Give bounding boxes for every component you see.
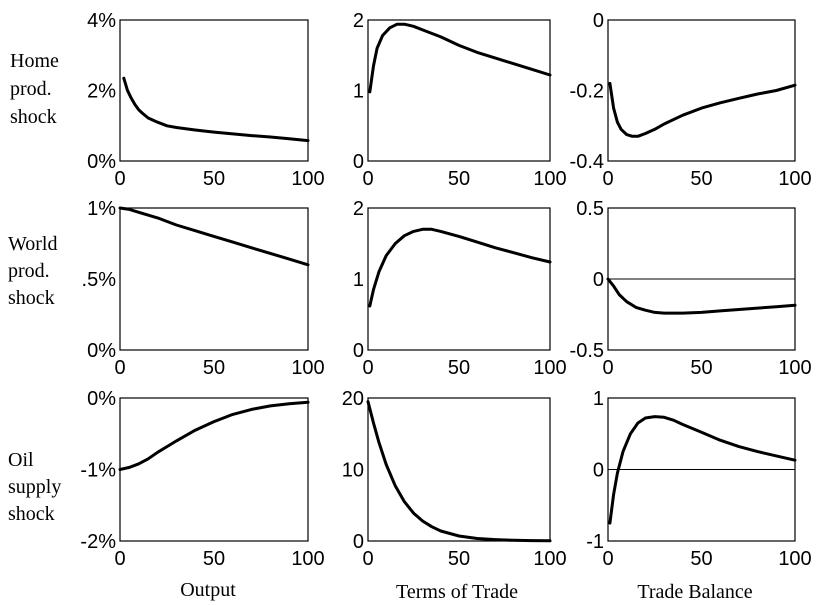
panel-home-terms-of-trade: 0 50 100 0 1 2	[353, 10, 567, 190]
panel-oil-trade-balance-ytick-label: 0	[593, 460, 604, 482]
panel-home-output: 0 50 100 0% 2% 4%	[87, 10, 325, 190]
panel-world-terms-of-trade: 0 50 100 0 1 2	[353, 198, 567, 379]
column-label-output: Output	[180, 579, 236, 601]
panel-world-terms-of-trade-xtick-label: 50	[448, 357, 470, 379]
panel-home-trade-balance-series-line	[608, 81, 797, 138]
panel-oil-terms-of-trade: 0 50 100 0 10 20	[342, 388, 567, 570]
row-label-oil-line3: shock	[8, 503, 55, 525]
panel-home-output-xtick-label: 50	[203, 168, 225, 190]
row-label-world-line1: World	[8, 233, 58, 255]
panel-world-trade-balance-ytick-label: 0	[593, 269, 604, 291]
panel-world-trade-balance-xtick-label: 0	[602, 357, 613, 379]
panel-oil-terms-of-trade-xtick-label: 50	[448, 548, 470, 570]
panel-world-terms-of-trade-frame	[367, 207, 551, 351]
panel-home-trade-balance-ytick-label: -0.2	[570, 81, 604, 103]
row-label-home-line3: shock	[10, 106, 57, 128]
panel-oil-terms-of-trade-ytick-label: 0	[353, 531, 364, 553]
panel-home-terms-of-trade-ytick-label: 0	[353, 151, 364, 173]
panel-world-trade-balance-series-line	[606, 277, 797, 315]
panel-world-output-ytick-label: .5%	[82, 269, 117, 291]
panel-home-terms-of-trade-xtick-label: 50	[448, 168, 470, 190]
panel-oil-trade-balance-xtick-label: 100	[778, 548, 811, 570]
panel-home-output-ytick-label: 4%	[87, 10, 116, 32]
panel-world-terms-of-trade-series-line	[368, 227, 552, 308]
column-label-terms-of-trade: Terms of Trade	[396, 581, 518, 603]
row-label-home-line2: prod.	[10, 78, 52, 100]
panel-oil-output-xtick-label: 50	[203, 548, 225, 570]
panel-world-trade-balance-xtick-label: 100	[778, 357, 811, 379]
panel-home-trade-balance: 0 50 100 -0.4 -0.2 0	[570, 10, 812, 190]
panel-home-terms-of-trade-ytick-label: 2	[353, 10, 364, 32]
panel-home-terms-of-trade-xtick-label: 0	[362, 168, 373, 190]
panel-home-output-ytick-label: 0%	[87, 151, 116, 173]
column-labels: Output Terms of Trade Trade Balance	[180, 579, 753, 603]
panel-world-trade-balance-xtick-label: 50	[690, 357, 712, 379]
panel-home-output-ytick-label: 2%	[87, 81, 116, 103]
panel-world-output-xtick-label: 50	[203, 357, 225, 379]
panel-world-terms-of-trade-ytick-label: 1	[353, 269, 364, 291]
panel-home-trade-balance-ytick-label: -0.4	[570, 151, 604, 173]
panel-home-output-xtick-label: 100	[291, 168, 324, 190]
panel-home-trade-balance-xtick-label: 100	[778, 168, 811, 190]
panel-oil-trade-balance-xtick-label: 50	[690, 548, 712, 570]
panel-oil-output-xtick-label: 0	[114, 548, 125, 570]
panel-oil-output: 0 50 100 -2% -1% 0%	[80, 388, 324, 570]
panel-home-terms-of-trade-series-line	[368, 22, 552, 94]
panel-oil-trade-balance-xtick-label: 0	[602, 548, 613, 570]
column-label-trade-balance: Trade Balance	[637, 581, 752, 603]
panel-world-output: 0 50 100 0% .5% 1%	[82, 198, 325, 379]
panel-oil-trade-balance-series-line	[608, 415, 797, 525]
panel-world-output-ytick-label: 1%	[87, 198, 116, 220]
row-labels: Home prod. shock World prod. shock Oil s…	[8, 50, 61, 525]
panel-home-trade-balance-frame	[607, 19, 796, 162]
panel-oil-trade-balance-ytick-label: 1	[593, 388, 604, 410]
panel-home-output-series-line	[122, 76, 310, 143]
panel-world-trade-balance-ytick-label: 0.5	[576, 198, 604, 220]
panel-world-output-ytick-label: 0%	[87, 340, 116, 362]
row-label-oil-line2: supply	[8, 476, 61, 498]
panel-oil-output-xtick-label: 100	[291, 548, 324, 570]
panel-home-trade-balance-xtick-label: 0	[602, 168, 613, 190]
panel-oil-output-ytick-label: -2%	[80, 531, 116, 553]
panel-oil-terms-of-trade-series-line	[366, 400, 552, 543]
panel-world-output-frame	[119, 207, 309, 351]
panel-home-output-frame	[119, 19, 309, 162]
row-label-world-line3: shock	[8, 287, 55, 309]
panel-home-output-xtick-label: 0	[114, 168, 125, 190]
panel-oil-output-ytick-label: 0%	[87, 388, 116, 410]
panel-oil-trade-balance-ytick-label: -1	[586, 531, 604, 553]
panel-oil-terms-of-trade-ytick-label: 20	[342, 388, 364, 410]
panel-world-output-series-line	[118, 206, 310, 267]
panel-world-terms-of-trade-ytick-label: 2	[353, 198, 364, 220]
row-label-home-line1: Home	[10, 50, 59, 72]
row-label-oil-line1: Oil	[8, 449, 34, 471]
panel-world-terms-of-trade-xtick-label: 100	[533, 357, 566, 379]
row-label-world-line2: prod.	[8, 260, 50, 282]
panel-oil-terms-of-trade-xtick-label: 0	[362, 548, 373, 570]
panel-oil-output-frame	[119, 397, 309, 542]
panel-home-trade-balance-xtick-label: 50	[690, 168, 712, 190]
panel-world-terms-of-trade-ytick-label: 0	[353, 340, 364, 362]
panel-world-trade-balance: 0 50 100-0.500.5	[570, 198, 812, 379]
panel-home-trade-balance-ytick-label: 0	[593, 10, 604, 32]
panel-oil-trade-balance: 0 50 100-101	[586, 388, 811, 570]
panel-oil-output-series-line	[118, 400, 310, 471]
panel-home-terms-of-trade-ytick-label: 1	[353, 81, 364, 103]
panel-home-terms-of-trade-frame	[367, 19, 551, 162]
panel-world-trade-balance-ytick-label: -0.5	[570, 340, 604, 362]
panel-world-output-xtick-label: 100	[291, 357, 324, 379]
panel-oil-terms-of-trade-frame	[367, 397, 551, 542]
panel-world-terms-of-trade-xtick-label: 0	[362, 357, 373, 379]
panel-oil-terms-of-trade-ytick-label: 10	[342, 460, 364, 482]
panel-oil-output-ytick-label: -1%	[80, 460, 116, 482]
panel-oil-terms-of-trade-xtick-label: 100	[533, 548, 566, 570]
panel-home-terms-of-trade-xtick-label: 100	[533, 168, 566, 190]
panel-world-output-xtick-label: 0	[114, 357, 125, 379]
